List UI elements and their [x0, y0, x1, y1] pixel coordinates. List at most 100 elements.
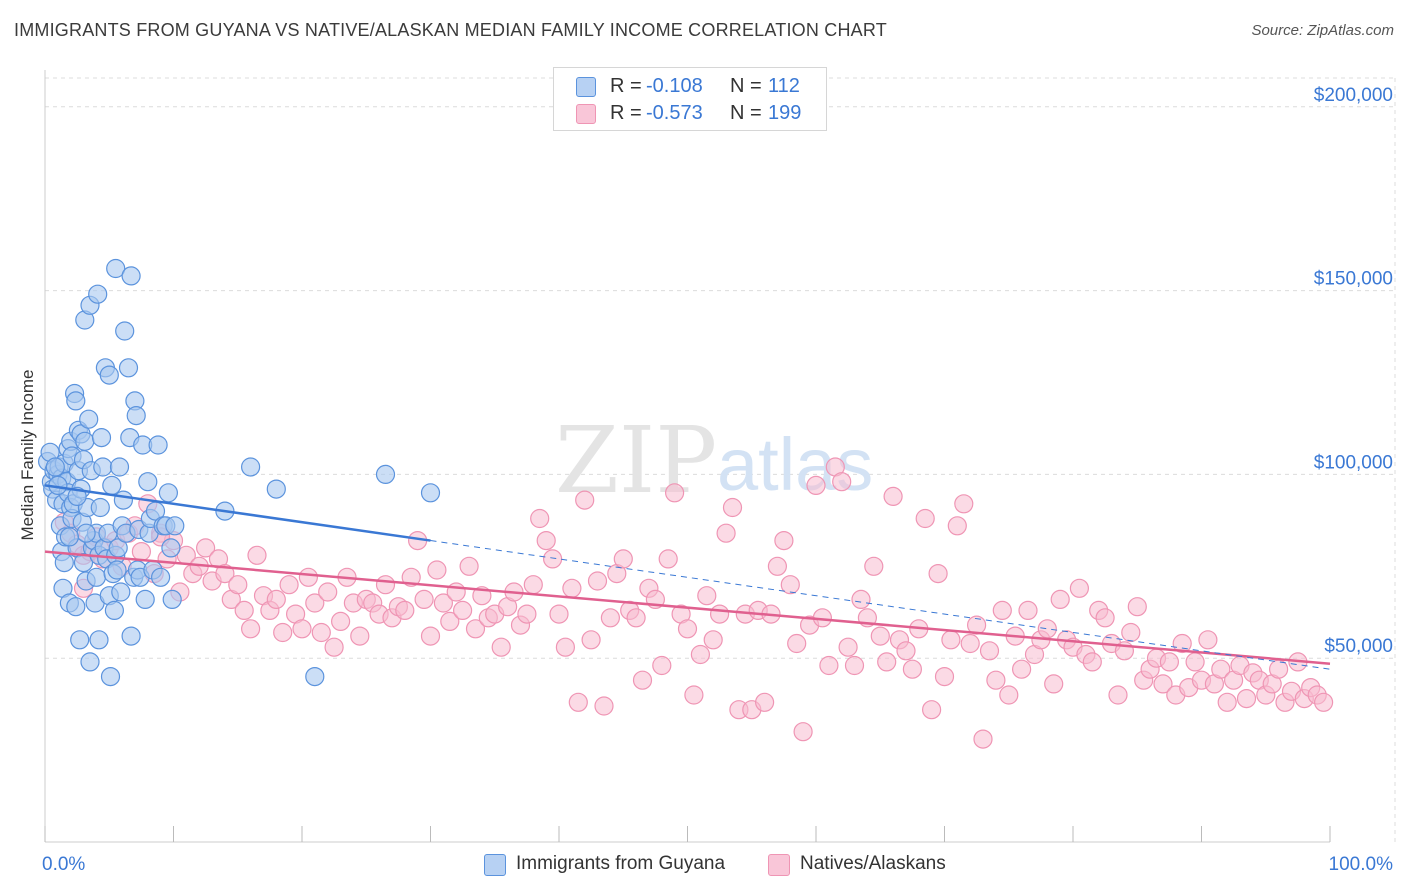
guyana-point	[126, 406, 146, 426]
natives-point	[1095, 608, 1115, 628]
natives-point	[928, 563, 948, 584]
natives-point	[1236, 688, 1257, 709]
natives-point	[247, 545, 267, 565]
natives-point	[774, 530, 794, 551]
guyana-point	[54, 552, 74, 573]
guyana-point	[375, 464, 396, 484]
natives-point	[575, 490, 595, 510]
natives-point	[491, 637, 511, 657]
correlation-legend: R = -0.108 N = 112 R = -0.573 N = 199	[553, 67, 827, 131]
guyana-point	[161, 538, 181, 558]
natives-point	[562, 578, 582, 598]
natives-point	[787, 633, 807, 654]
natives-point	[305, 593, 325, 613]
guyana-point	[90, 497, 110, 518]
natives-point	[1050, 589, 1070, 610]
natives-point	[241, 619, 261, 639]
guyana-point	[138, 472, 158, 492]
natives-point	[375, 575, 396, 595]
legend-swatch-pink	[576, 104, 596, 124]
guyana-point	[115, 321, 135, 341]
natives-point	[979, 641, 1000, 661]
guyana-point	[89, 630, 109, 650]
natives-point	[1313, 692, 1334, 712]
n-value: 112	[768, 75, 800, 97]
natives-point	[401, 567, 421, 587]
natives-point	[838, 637, 858, 657]
legend-row-guyana: R = -0.108 N = 112	[554, 74, 826, 100]
natives-point	[677, 619, 698, 639]
natives-point	[690, 644, 711, 665]
natives-point	[709, 604, 730, 624]
guyana-point	[135, 589, 155, 610]
y-tick-label: $100,000	[1314, 452, 1393, 473]
natives-point	[652, 655, 672, 676]
natives-point	[613, 549, 633, 569]
natives-point	[530, 508, 550, 529]
natives-point	[1069, 578, 1090, 598]
guyana-point	[91, 428, 112, 448]
guyana-point	[80, 652, 100, 672]
series-natives-alaskans-points	[54, 457, 1334, 749]
n-label: N =	[730, 75, 762, 97]
guyana-point	[88, 284, 108, 304]
r-value: -0.573	[646, 102, 703, 124]
natives-point	[664, 483, 685, 503]
natives-point	[1185, 652, 1205, 672]
natives-point	[420, 626, 441, 646]
guyana-point	[79, 409, 99, 429]
guyana-point	[420, 483, 441, 503]
natives-point	[298, 567, 318, 587]
natives-point	[806, 475, 826, 495]
chart-title: IMMIGRANTS FROM GUYANA VS NATIVE/ALASKAN…	[14, 20, 887, 40]
natives-point	[973, 729, 993, 749]
guyana-point	[66, 391, 86, 411]
natives-point	[921, 700, 942, 720]
guyana-point	[59, 527, 80, 547]
legend-swatch-natives	[768, 854, 790, 876]
guyana-point	[266, 479, 286, 499]
natives-point	[1108, 685, 1128, 705]
guyana-point	[305, 666, 325, 687]
guyana-point	[75, 431, 95, 451]
natives-point	[767, 556, 788, 576]
natives-point	[947, 516, 967, 536]
natives-point	[228, 575, 248, 595]
r-label: R =	[610, 102, 642, 124]
natives-point	[851, 589, 871, 610]
guyana-point	[121, 626, 141, 646]
guyana-point	[86, 567, 107, 587]
natives-point	[1037, 619, 1057, 639]
natives-point	[234, 600, 254, 621]
natives-point	[433, 593, 453, 613]
guyana-point	[102, 475, 122, 495]
y-axis-title: Median Family Income	[18, 369, 37, 541]
guyana-point	[118, 358, 139, 378]
natives-point	[960, 633, 980, 654]
natives-point	[883, 486, 903, 506]
natives-point	[266, 589, 286, 610]
natives-point	[716, 523, 736, 543]
natives-point	[658, 549, 678, 569]
natives-point	[555, 637, 576, 657]
natives-point	[311, 622, 331, 643]
y-tick-label: $150,000	[1314, 269, 1393, 290]
natives-point	[131, 541, 151, 562]
natives-point	[941, 630, 961, 650]
natives-point	[870, 626, 890, 646]
legend-swatch-blue	[576, 77, 596, 97]
natives-point	[196, 538, 216, 558]
watermark-atlas: atlas	[717, 423, 873, 506]
guyana-point	[73, 552, 94, 573]
natives-point	[780, 575, 800, 595]
natives-point	[542, 549, 563, 569]
guyana-point	[99, 365, 119, 385]
natives-point	[459, 556, 479, 576]
natives-point	[279, 575, 299, 595]
natives-point	[1217, 692, 1237, 712]
guyana-point	[158, 483, 178, 503]
series-legend: Immigrants from Guyana Natives/Alaskans	[0, 852, 1406, 878]
chart-source: Source: ZipAtlas.com	[1251, 22, 1394, 39]
natives-point	[992, 600, 1012, 621]
guyana-point	[151, 567, 171, 587]
